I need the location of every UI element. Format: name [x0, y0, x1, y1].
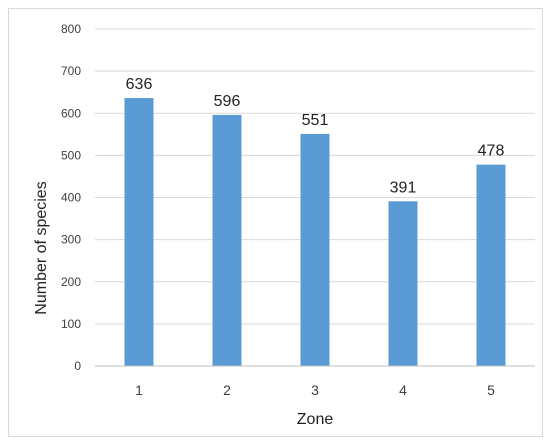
y-tick-label: 600 — [61, 106, 81, 120]
y-tick-label: 200 — [61, 275, 81, 289]
x-axis-ticks: 1 2 3 4 5 — [135, 382, 495, 398]
data-label: 478 — [478, 143, 505, 160]
y-axis-title: Number of species — [33, 181, 50, 314]
data-label: 596 — [214, 93, 241, 110]
y-tick-label: 800 — [61, 22, 81, 36]
data-labels: 636 596 551 391 478 — [126, 76, 505, 196]
x-axis-title: Zone — [297, 411, 334, 428]
bar — [300, 133, 330, 366]
y-tick-label: 300 — [61, 233, 81, 247]
data-label: 636 — [126, 76, 153, 93]
bars — [124, 98, 506, 367]
y-tick-label: 400 — [61, 191, 81, 205]
bar — [124, 98, 154, 367]
bar — [388, 201, 418, 366]
y-tick-label: 0 — [74, 359, 81, 373]
y-tick-label: 100 — [61, 317, 81, 331]
data-label: 391 — [390, 179, 417, 196]
y-axis-ticks: 0 100 200 300 400 500 600 700 800 — [61, 22, 81, 373]
x-tick-label: 2 — [223, 382, 231, 398]
x-tick-label: 4 — [399, 382, 407, 398]
x-tick-label: 1 — [135, 382, 143, 398]
x-tick-label: 3 — [311, 382, 319, 398]
x-tick-label: 5 — [487, 382, 495, 398]
bar — [212, 114, 242, 366]
y-tick-label: 700 — [61, 64, 81, 78]
data-label: 551 — [302, 112, 329, 129]
y-tick-label: 500 — [61, 148, 81, 162]
bar — [476, 164, 506, 366]
